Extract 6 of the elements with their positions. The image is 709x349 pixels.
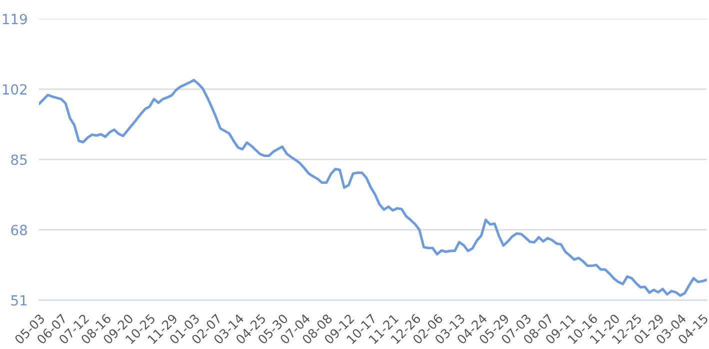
y-tick-label: 68 [11, 224, 27, 236]
line-series [38, 78, 707, 297]
y-tick-label: 51 [11, 295, 27, 306]
y-tick-label: 119 [2, 14, 27, 24]
y-tick-label: 102 [2, 84, 26, 95]
y-tick-label: 85 [11, 154, 27, 165]
